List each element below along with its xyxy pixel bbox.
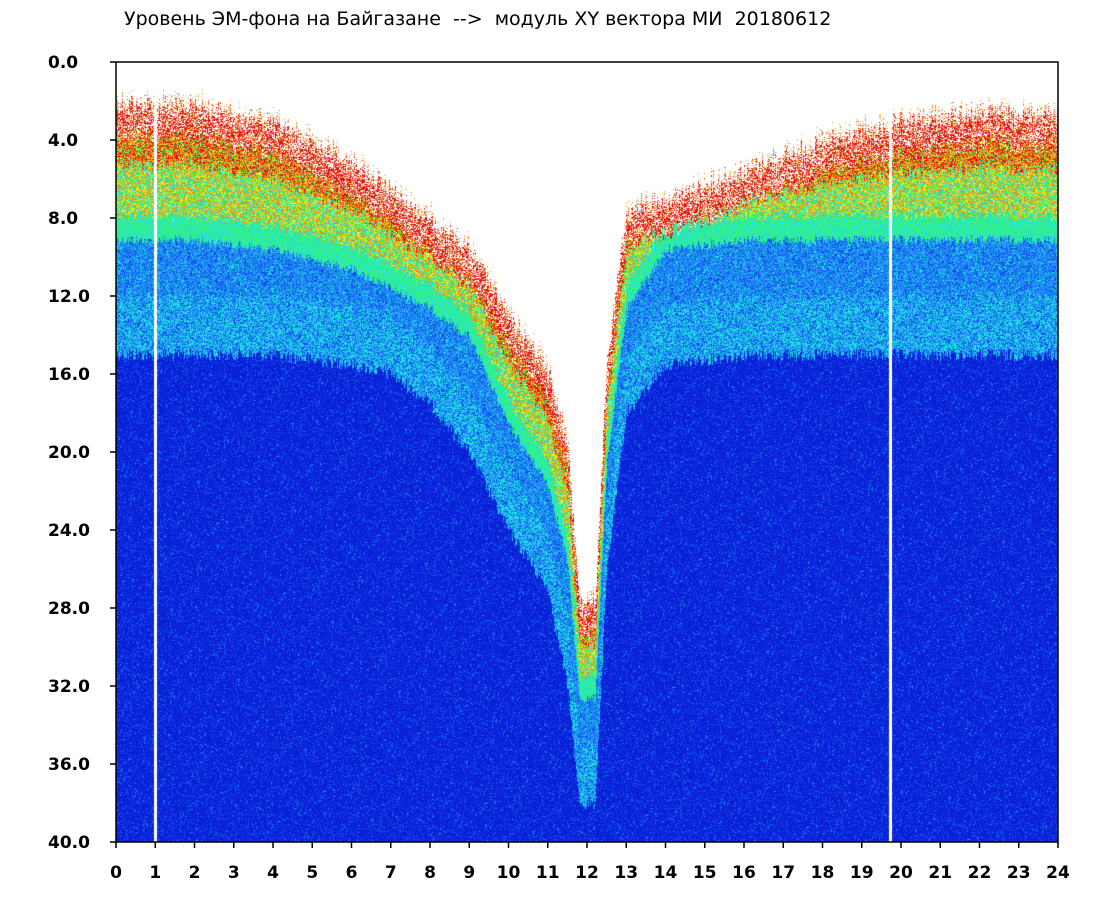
y-tick-label: 20.0 [48,443,90,463]
y-tick-label: 0.0 [48,53,78,73]
x-tick-label: 18 [811,863,835,883]
y-tick-label: 16.0 [48,365,90,385]
x-tick-label: 5 [306,863,318,883]
heatmap-canvas [116,62,1058,842]
x-tick-label: 2 [189,863,201,883]
x-tick-label: 9 [463,863,475,883]
x-tick-label: 22 [968,863,992,883]
x-tick-label: 1 [149,863,161,883]
x-tick-label: 19 [850,863,874,883]
y-tick-label: 4.0 [48,131,78,151]
x-tick-label: 3 [228,863,240,883]
x-axis-labels: 0 1 2 3 4 5 6 7 8 9 10 11 12 13 14 15 16 17 18 19 20 21 22 23 24 [110,863,1070,883]
x-tick-label: 24 [1046,863,1070,883]
x-tick-label: 11 [536,863,560,883]
y-tick-label: 40.0 [48,833,90,853]
y-tick-label: 24.0 [48,521,90,541]
y-tick-label: 28.0 [48,599,90,619]
x-tick-label: 10 [497,863,521,883]
x-tick-label: 13 [614,863,638,883]
y-ticks [110,61,116,843]
x-tick-label: 17 [771,863,795,883]
x-tick-label: 20 [889,863,913,883]
y-tick-label: 32.0 [48,677,90,697]
x-tick-label: 23 [1007,863,1031,883]
chart-title: Уровень ЭМ-фона на Байгазане --> модуль … [124,8,832,30]
y-tick-label: 36.0 [48,755,90,775]
x-ticks [115,842,1059,848]
x-tick-label: 0 [110,863,122,883]
x-tick-label: 12 [575,863,599,883]
y-tick-label: 12.0 [48,287,90,307]
x-tick-label: 21 [928,863,952,883]
x-tick-label: 15 [693,863,717,883]
x-tick-label: 8 [424,863,436,883]
y-tick-label: 8.0 [48,209,78,229]
x-tick-label: 7 [385,863,397,883]
x-tick-label: 16 [732,863,756,883]
plot-area-host [116,62,1058,842]
x-tick-label: 14 [654,863,678,883]
x-tick-label: 4 [267,863,279,883]
x-tick-label: 6 [346,863,358,883]
y-axis-labels: 0.0 4.0 8.0 12.0 16.0 20.0 24.0 28.0 32.0 36.0 40.… [48,53,90,853]
